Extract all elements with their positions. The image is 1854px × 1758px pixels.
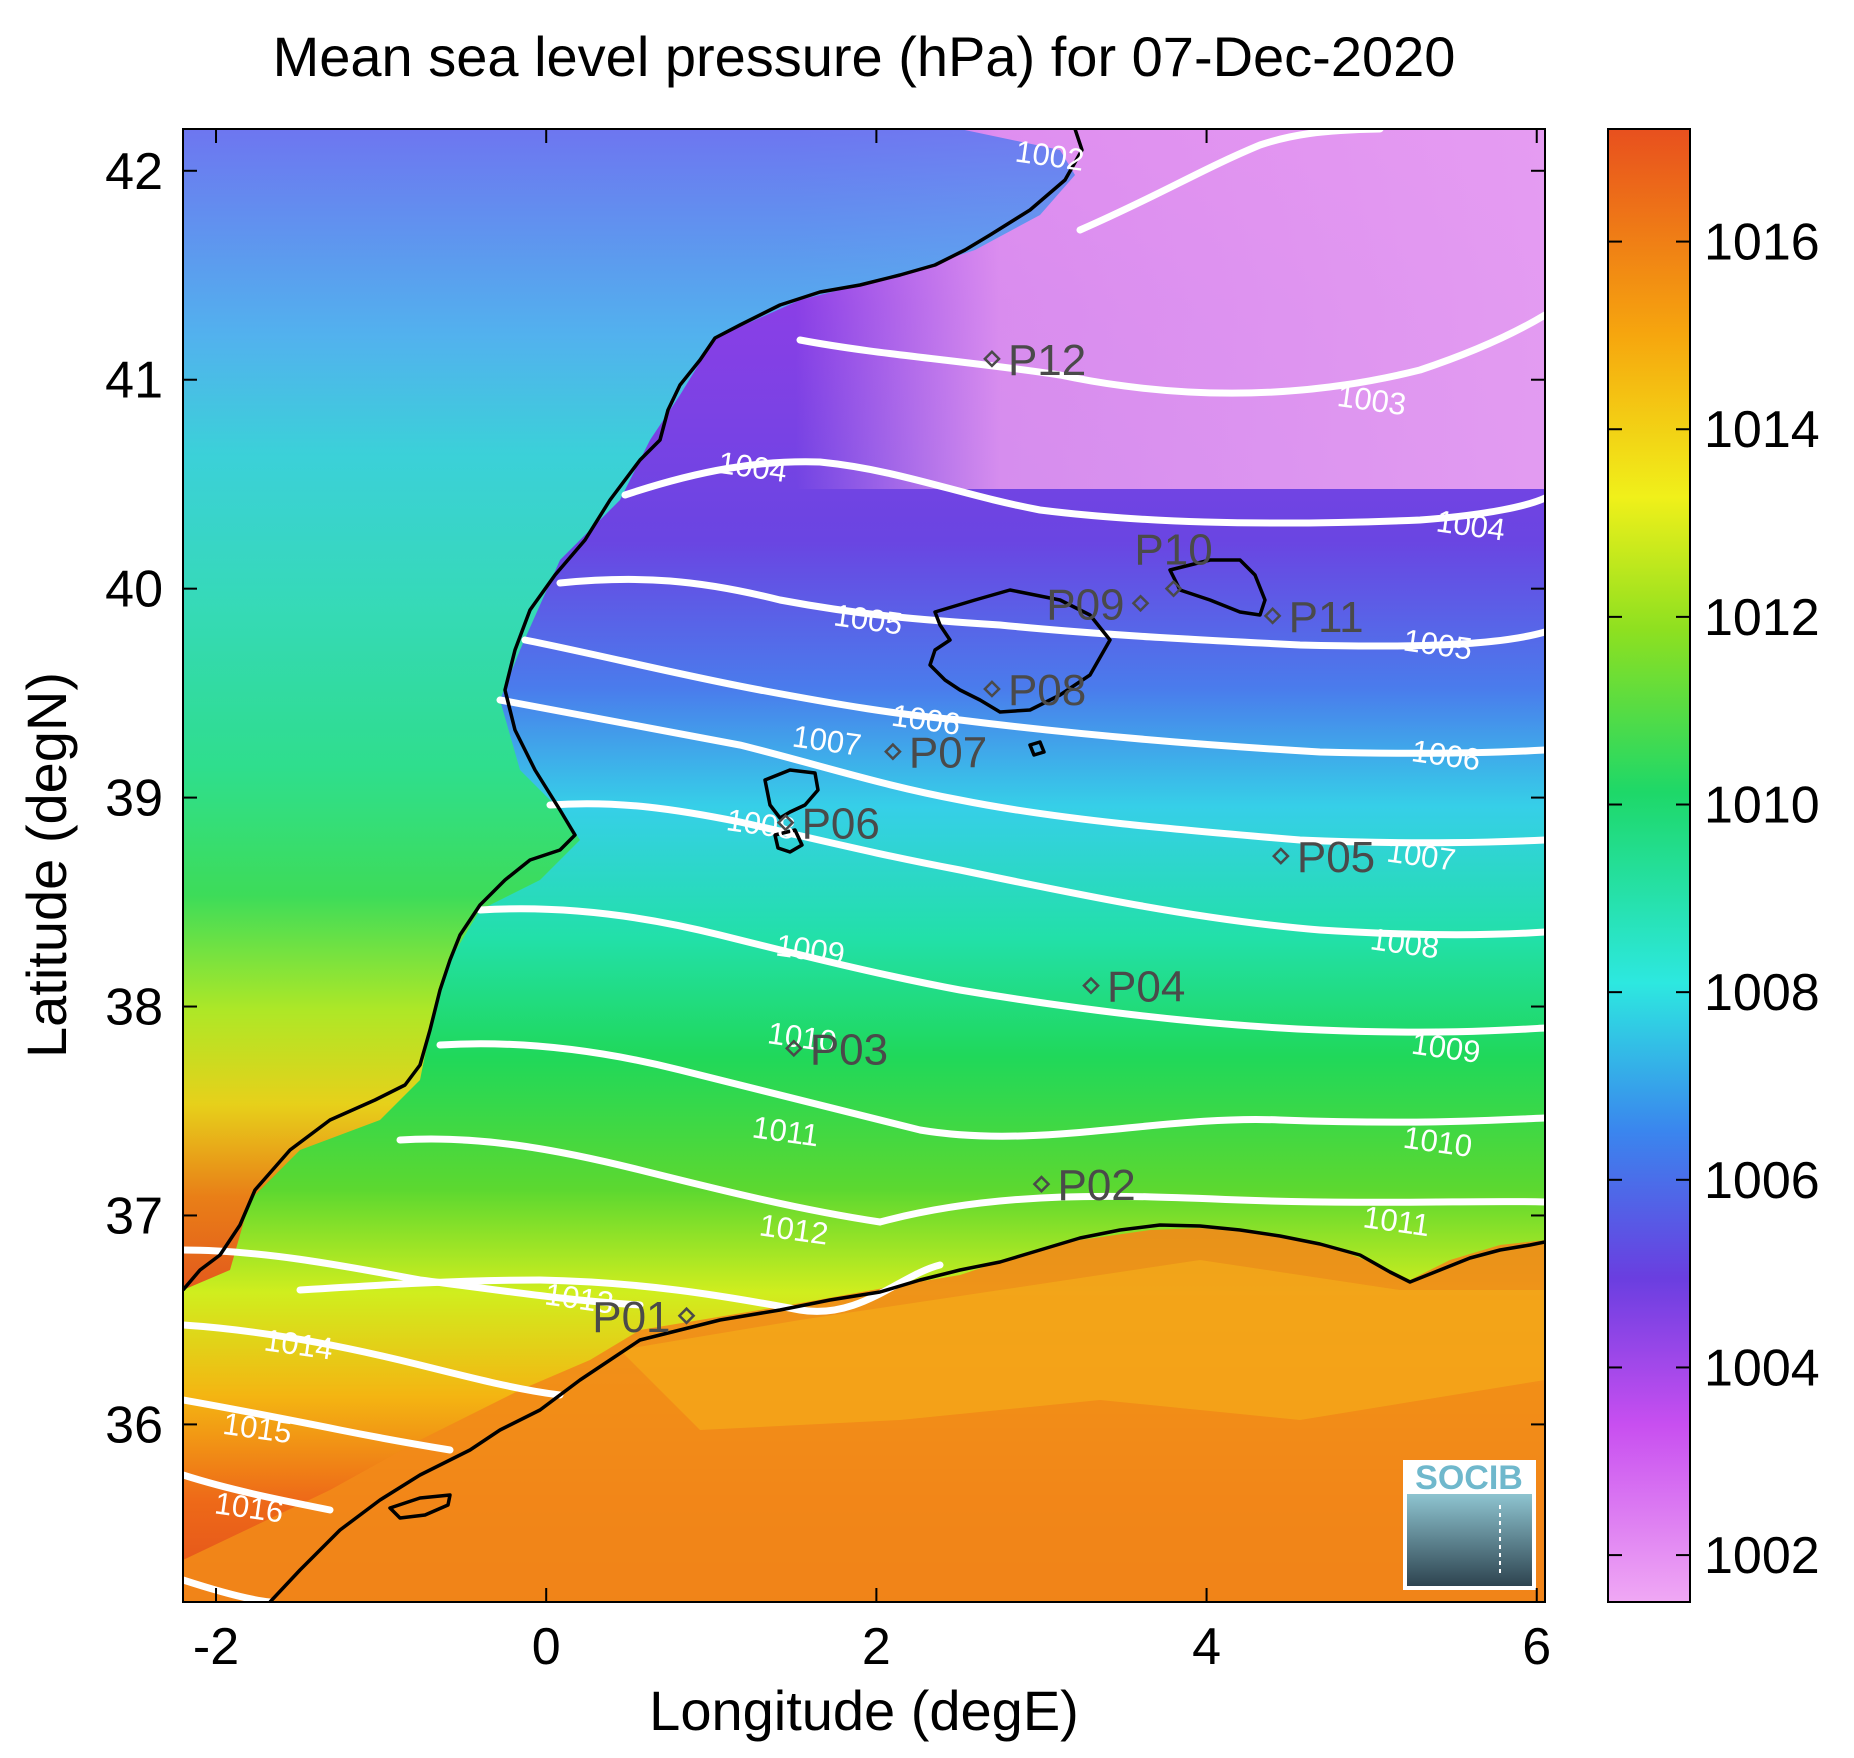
socib-logo: SOCIB [1403, 1459, 1536, 1590]
colorbar-ticks: 1002 1004 1006 1008 1010 1012 1014 1016 [1608, 214, 1820, 1585]
isobars [183, 129, 1545, 1602]
station-marker [1032, 1175, 1051, 1193]
y-tick-label: 36 [105, 1396, 163, 1454]
x-tick-label: 4 [1192, 1618, 1221, 1676]
isobar-1003 [796, 311, 1545, 397]
x-axis: -2 0 2 4 6 [193, 129, 1551, 1676]
y-tick-label: 39 [105, 770, 163, 828]
colorbar-tick-label: 1006 [1704, 1152, 1820, 1210]
station-label: P10 [1134, 526, 1212, 575]
station-label: P06 [802, 800, 880, 849]
isobar-1007 [496, 696, 1545, 847]
isobar-1012 [296, 1261, 944, 1315]
station-label: P08 [1008, 666, 1086, 715]
isobar-1015 [183, 1396, 454, 1454]
y-tick-label: 41 [105, 352, 163, 410]
y-tick-label: 40 [105, 561, 163, 619]
africa-highlands [620, 1260, 1545, 1430]
isobar-1006 [521, 636, 1545, 757]
iberia-land [183, 129, 1075, 1290]
plot-frame [182, 128, 1546, 1603]
y-tick-label: 37 [105, 1187, 163, 1245]
station-label: P12 [1008, 336, 1086, 385]
colorbar-tick-label: 1016 [1704, 214, 1820, 272]
pressure-field [183, 129, 1545, 1602]
formentera-island [773, 828, 804, 854]
cabrera-island [1028, 740, 1046, 757]
station-label: P01 [592, 1293, 670, 1342]
isobar-labels: 1002100310041004100510051006100610071007… [213, 134, 1508, 1530]
x-tick-label: -2 [193, 1618, 239, 1676]
y-tick-label: 42 [105, 143, 163, 201]
station-marker [784, 1039, 803, 1058]
colorbar-tick-label: 1002 [1704, 1527, 1820, 1585]
station-label: P04 [1107, 963, 1185, 1012]
isobar-1011 [396, 1135, 1545, 1226]
ibiza-island [763, 768, 820, 820]
station-marker [1272, 847, 1290, 865]
chart-title: Mean sea level pressure (hPa) for 07-Dec… [273, 25, 1456, 88]
alboran-island [388, 1493, 452, 1520]
x-tick-label: 2 [862, 1618, 891, 1676]
station-marker [884, 742, 902, 761]
station-marker [1131, 594, 1150, 613]
station-marker [677, 1306, 696, 1325]
x-tick-label: 0 [532, 1618, 561, 1676]
y-axis-label: Latitude (degN) [15, 672, 78, 1058]
iberia-coast [183, 129, 1084, 1292]
station-label: P05 [1297, 833, 1375, 882]
africa-coast [268, 1223, 1545, 1602]
y-tick-label: 38 [105, 979, 163, 1037]
colorbar: 1002 1004 1006 1008 1010 1012 1014 1016 [1607, 128, 1820, 1603]
station-label: P11 [1289, 593, 1364, 642]
station-marker [1082, 976, 1100, 995]
colorbar-tick-label: 1004 [1704, 1339, 1820, 1397]
isobar-1005 [556, 575, 1545, 650]
station-label: P02 [1057, 1161, 1135, 1210]
station-marker [983, 349, 1001, 368]
colorbar-tick-label: 1010 [1704, 777, 1820, 835]
station-marker [983, 680, 1001, 698]
station-marker [1263, 606, 1282, 625]
logo-text: SOCIB [1415, 1459, 1523, 1497]
y-axis: 36 37 38 39 40 41 42 [105, 143, 1545, 1454]
station-label: P07 [909, 729, 987, 778]
isobar-1010 [436, 1040, 1545, 1140]
x-tick-label: 6 [1522, 1618, 1551, 1676]
colorbar-tick-label: 1014 [1704, 401, 1820, 459]
isobar-1016 [183, 1471, 334, 1514]
station-marker [1164, 579, 1183, 598]
station-label: P09 [1046, 580, 1124, 629]
station-label: P03 [810, 1025, 888, 1074]
isobar-1009 [476, 905, 1545, 1036]
isobar-1013 [183, 1246, 644, 1309]
isobar-1008 [546, 800, 1545, 939]
isobar-1002 [1076, 129, 1384, 234]
colorbar-tick-label: 1008 [1704, 964, 1820, 1022]
coastline [183, 129, 1545, 1602]
menorca-island [1168, 558, 1267, 617]
isobar-1004 [621, 458, 1545, 527]
mallorca-island [928, 588, 1112, 714]
colorbar-tick-label: 1012 [1704, 589, 1820, 647]
colorbar-gradient [1607, 128, 1691, 1603]
isobar-1014 [183, 1321, 564, 1399]
station-marker [776, 813, 795, 832]
x-axis-label: Longitude (degE) [649, 1679, 1079, 1742]
